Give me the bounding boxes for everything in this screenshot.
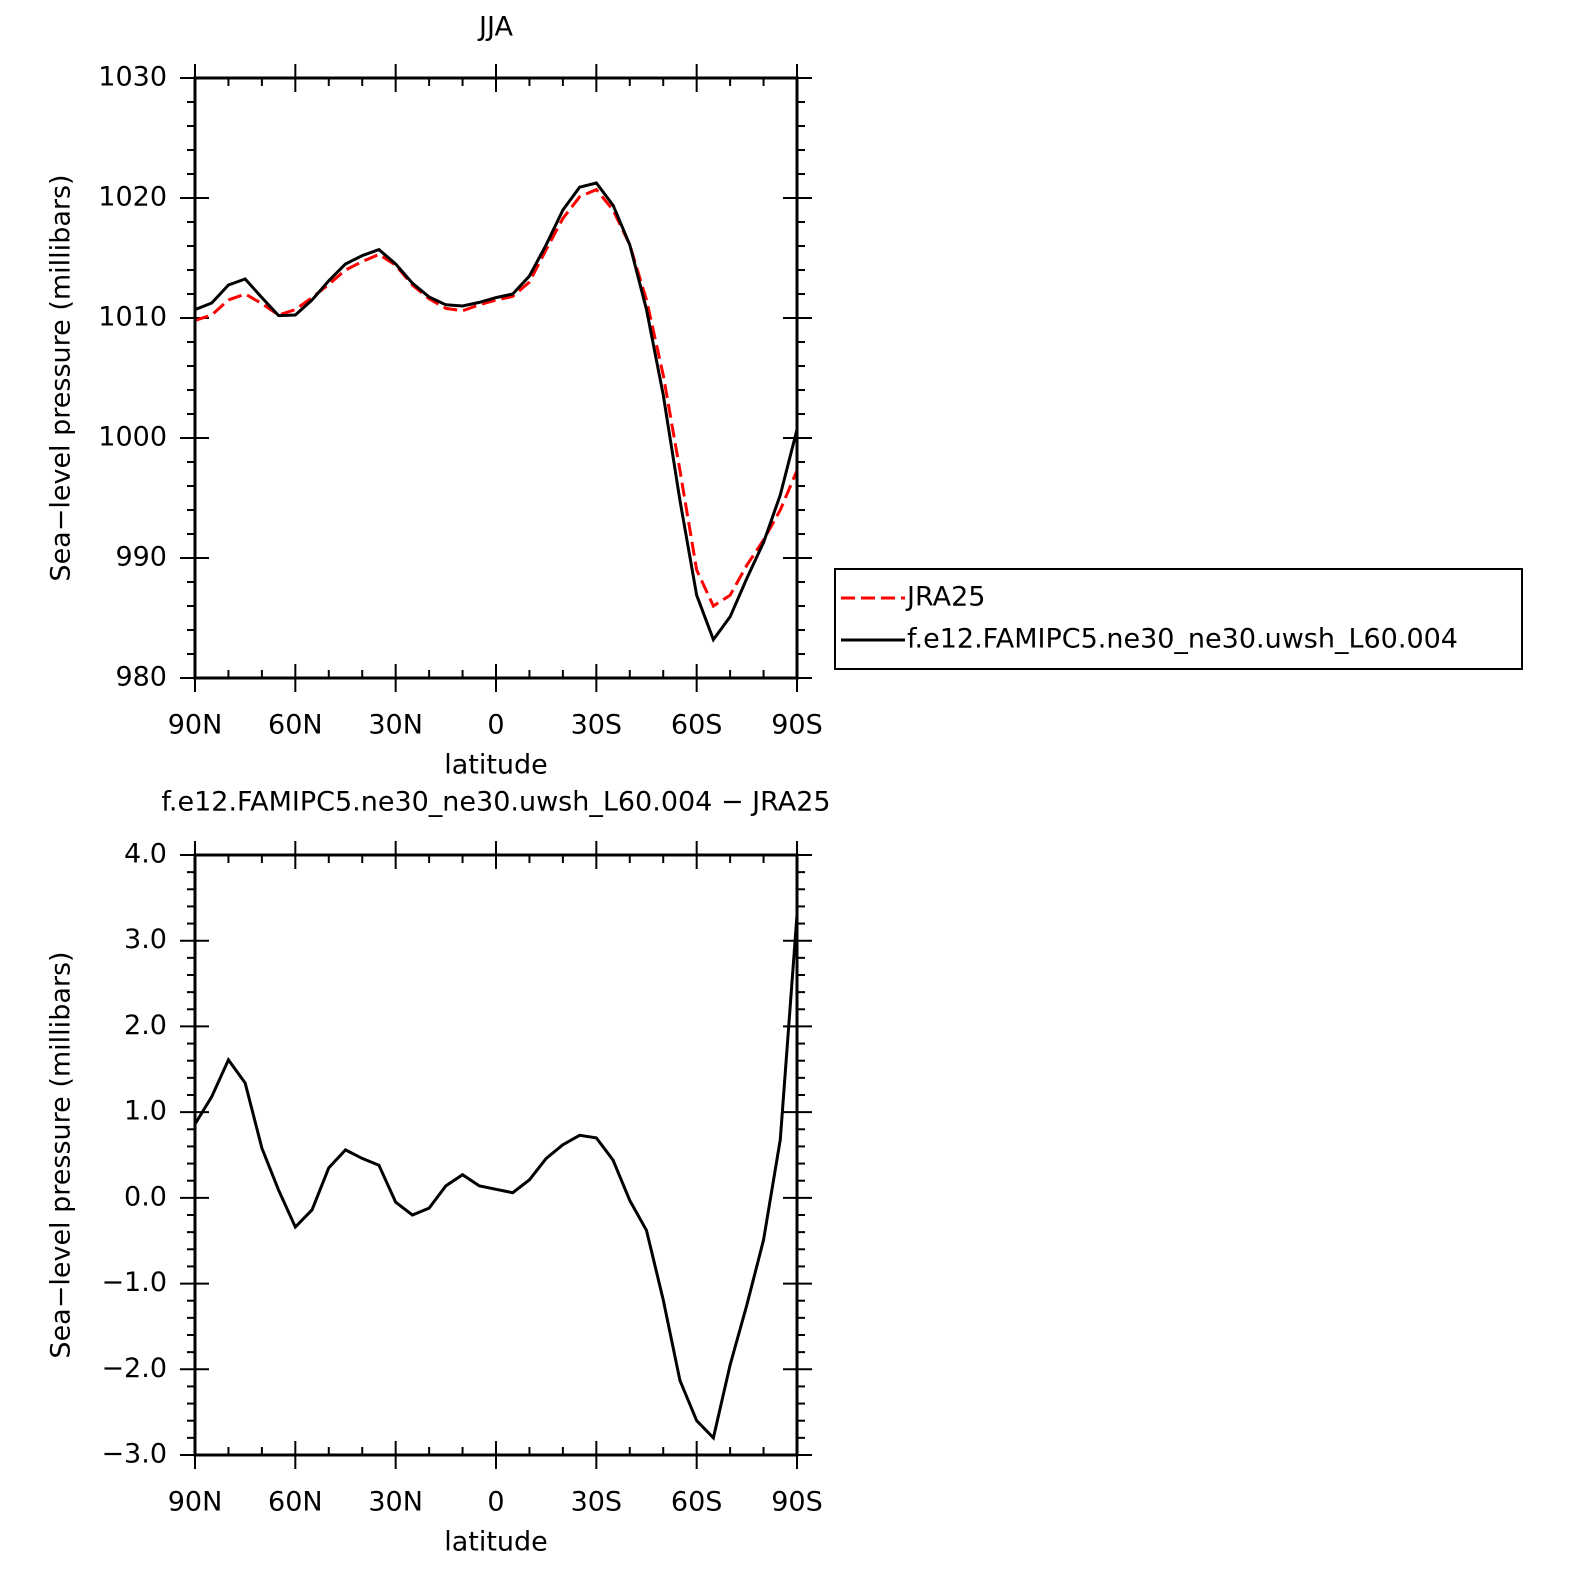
- y-tick-label: 1.0: [124, 1096, 167, 1127]
- y-tick-label: 1030: [98, 62, 167, 93]
- chart-title: JJA: [477, 12, 513, 43]
- y-tick-label: 1020: [98, 182, 167, 213]
- x-tick-label: 30N: [368, 1487, 423, 1518]
- y-tick-label: 990: [115, 542, 167, 573]
- x-tick-label: 0: [487, 710, 504, 741]
- x-tick-label: 60N: [268, 1487, 323, 1518]
- y-tick-label: 1000: [98, 422, 167, 453]
- y-tick-label: 2.0: [124, 1010, 167, 1041]
- x-tick-label: 0: [487, 1487, 504, 1518]
- y-tick-label: 980: [115, 662, 167, 693]
- x-tick-label: 90N: [168, 1487, 223, 1518]
- data-line: [195, 914, 797, 1441]
- x-tick-label: 30S: [571, 1487, 623, 1518]
- y-axis-label: Sea−level pressure (millibars): [46, 951, 77, 1358]
- legend-label: JRA25: [905, 582, 985, 613]
- chart-title: f.e12.FAMIPC5.ne30_ne30.uwsh_L60.004 − J…: [161, 787, 830, 818]
- y-tick-label: −2.0: [101, 1353, 167, 1384]
- y-tick-label: −1.0: [101, 1267, 167, 1298]
- x-tick-label: 60S: [671, 710, 723, 741]
- data-line: [195, 187, 797, 609]
- y-tick-label: 1010: [98, 302, 167, 333]
- legend-label: f.e12.FAMIPC5.ne30_ne30.uwsh_L60.004: [907, 624, 1458, 655]
- x-tick-label: 90S: [771, 710, 823, 741]
- y-tick-label: 0.0: [124, 1181, 167, 1212]
- y-tick-label: 4.0: [124, 839, 167, 870]
- x-axis-label: latitude: [444, 1527, 548, 1558]
- y-axis-label: Sea−level pressure (millibars): [46, 174, 77, 581]
- y-tick-label: −3.0: [101, 1439, 167, 1470]
- x-tick-label: 60N: [268, 710, 323, 741]
- x-tick-label: 90S: [771, 1487, 823, 1518]
- x-tick-label: 90N: [168, 710, 223, 741]
- data-line: [195, 181, 797, 643]
- x-axis-label: latitude: [444, 750, 548, 781]
- x-tick-label: 60S: [671, 1487, 723, 1518]
- plot-frame: [193, 76, 799, 680]
- plot-frame: [193, 853, 799, 1457]
- legend-box: [834, 568, 1523, 670]
- y-tick-label: 3.0: [124, 924, 167, 955]
- x-tick-label: 30S: [571, 710, 623, 741]
- x-tick-label: 30N: [368, 710, 423, 741]
